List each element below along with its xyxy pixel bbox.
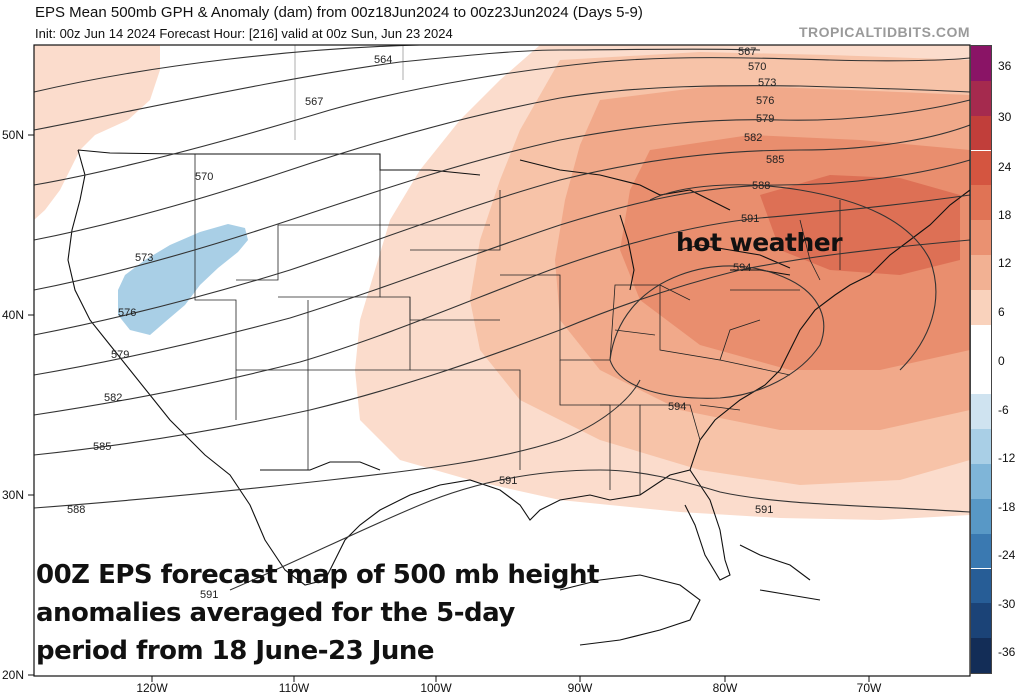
colorbar-label: 12 (998, 256, 1012, 270)
colorbar-segment (971, 220, 991, 255)
colorbar-segment (971, 185, 991, 221)
anomaly-colorbar (970, 45, 992, 674)
contour-label: 570 (748, 61, 766, 73)
colorbar-label: 36 (998, 59, 1012, 73)
colorbar-label: 24 (998, 160, 1012, 174)
contour-label: 564 (374, 54, 392, 66)
anomaly-max-area (760, 175, 960, 275)
longitude-label: 90W (567, 681, 593, 695)
longitude-label: 110W (278, 681, 310, 695)
latitude-label: 50N (2, 128, 25, 142)
height-contours (33, 44, 971, 591)
colorbar-segment (971, 603, 991, 639)
contour-label: 579 (756, 113, 774, 125)
contour-label: 591 (499, 475, 517, 487)
contour-label: 576 (118, 307, 136, 319)
contour-label: 567 (738, 46, 756, 58)
longitude-label: 80W (712, 681, 738, 695)
colorbar-segment (971, 568, 991, 604)
contour-label: 573 (758, 77, 776, 89)
colorbar-segment (971, 115, 991, 151)
caption-line: period from 18 June-23 June (36, 636, 435, 666)
colorbar-label: 0 (998, 354, 1005, 368)
contour-label: 588 (67, 504, 85, 516)
colorbar-segment (971, 359, 991, 395)
contour-label: 585 (766, 154, 784, 166)
contour-label: 567 (305, 96, 323, 108)
contour-label: 582 (104, 392, 122, 404)
contour-label: 591 (755, 504, 773, 516)
state-borders (194, 154, 841, 495)
map-caption: 00Z EPS forecast map of 500 mb height an… (36, 556, 599, 670)
hot-weather-annotation: hot weather (676, 228, 843, 257)
contour-label: 579 (111, 349, 129, 361)
colorbar-segment (971, 498, 991, 534)
negative-anomaly-area (118, 224, 248, 335)
longitude-label: 120W (136, 681, 168, 695)
longitude-label: 100W (420, 681, 452, 695)
colorbar-label: -12 (998, 451, 1016, 465)
colorbar-segment (971, 150, 991, 186)
latitude-label: 40N (2, 308, 25, 322)
contour-label: 594 (668, 401, 686, 413)
colorbar-label: 30 (998, 110, 1012, 124)
contour-labels: 564 567 567 570 570 573 573 576 576 579 … (67, 46, 784, 601)
longitude-label: 70W (856, 681, 882, 695)
colorbar-label: 6 (998, 305, 1005, 319)
contour-label: 591 (741, 213, 759, 225)
map-subtitle: Init: 00z Jun 14 2024 Forecast Hour: [21… (35, 26, 453, 41)
colorbar-label: -36 (998, 645, 1016, 659)
colorbar-label: 18 (998, 208, 1012, 222)
colorbar-segment (971, 638, 991, 673)
colorbar-label: -24 (998, 548, 1016, 562)
contour-label: 576 (756, 95, 774, 107)
colorbar-segment (971, 533, 991, 569)
latitude-label: 20N (2, 668, 25, 682)
contour-label: 573 (135, 252, 153, 264)
axis-ticks (28, 134, 870, 682)
colorbar-segment (971, 255, 991, 290)
colorbar-label: -18 (998, 500, 1016, 514)
colorbar-segment (971, 80, 991, 116)
latitude-label: 30N (2, 488, 25, 502)
contour-label: 582 (744, 132, 762, 144)
contour-label: 591 (200, 589, 218, 601)
coastlines (67, 149, 971, 646)
colorbar-segment (971, 324, 991, 360)
colorbar-segment (971, 289, 991, 325)
colorbar-segment (971, 464, 991, 499)
colorbar-label: -30 (998, 597, 1016, 611)
caption-line: anomalies averaged for the 5-day (36, 598, 515, 628)
map-title: EPS Mean 500mb GPH & Anomaly (dam) from … (35, 4, 643, 21)
caption-line: 00Z EPS forecast map of 500 mb height (36, 560, 599, 590)
colorbar-segment (971, 394, 991, 430)
contour-label: 570 (195, 171, 213, 183)
contour-label: 594 (733, 262, 751, 274)
colorbar-segment (971, 429, 991, 464)
anomaly-weak-area (34, 45, 160, 220)
colorbar-segment (971, 46, 991, 81)
brand-watermark[interactable]: TROPICALTIDBITS.COM (798, 24, 970, 40)
graticule (294, 45, 404, 140)
colorbar-label: -6 (998, 403, 1009, 417)
contour-label: 585 (93, 441, 111, 453)
contour-label: 588 (752, 180, 770, 192)
